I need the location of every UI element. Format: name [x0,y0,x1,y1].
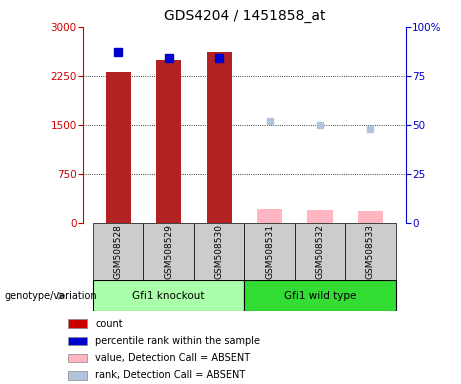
Bar [307,210,332,223]
Text: value, Detection Call = ABSENT: value, Detection Call = ABSENT [95,353,250,363]
Bar [244,223,295,280]
Text: GSM508533: GSM508533 [366,224,375,279]
Bar [194,223,244,280]
Text: GSM508529: GSM508529 [164,224,173,279]
Bar [257,209,282,223]
Title: GDS4204 / 1451858_at: GDS4204 / 1451858_at [164,9,325,23]
Text: GSM508528: GSM508528 [114,224,123,279]
Text: GSM508530: GSM508530 [215,224,224,279]
Bar [207,52,232,223]
Bar [295,223,345,280]
Bar [68,337,88,345]
Bar [143,223,194,280]
Text: Gfi1 knockout: Gfi1 knockout [132,291,205,301]
Bar [358,211,383,223]
Bar [106,72,131,223]
Bar [345,223,396,280]
Bar [68,354,88,362]
Bar [68,319,88,328]
Text: GSM508532: GSM508532 [315,224,325,279]
Text: GSM508531: GSM508531 [265,224,274,279]
Text: count: count [95,318,123,329]
Bar [93,280,244,311]
Bar [68,371,88,379]
Bar [244,280,396,311]
Text: percentile rank within the sample: percentile rank within the sample [95,336,260,346]
Text: rank, Detection Call = ABSENT: rank, Detection Call = ABSENT [95,370,245,381]
Bar [93,223,143,280]
Text: Gfi1 wild type: Gfi1 wild type [284,291,356,301]
Text: genotype/variation: genotype/variation [5,291,97,301]
Bar [156,60,181,223]
